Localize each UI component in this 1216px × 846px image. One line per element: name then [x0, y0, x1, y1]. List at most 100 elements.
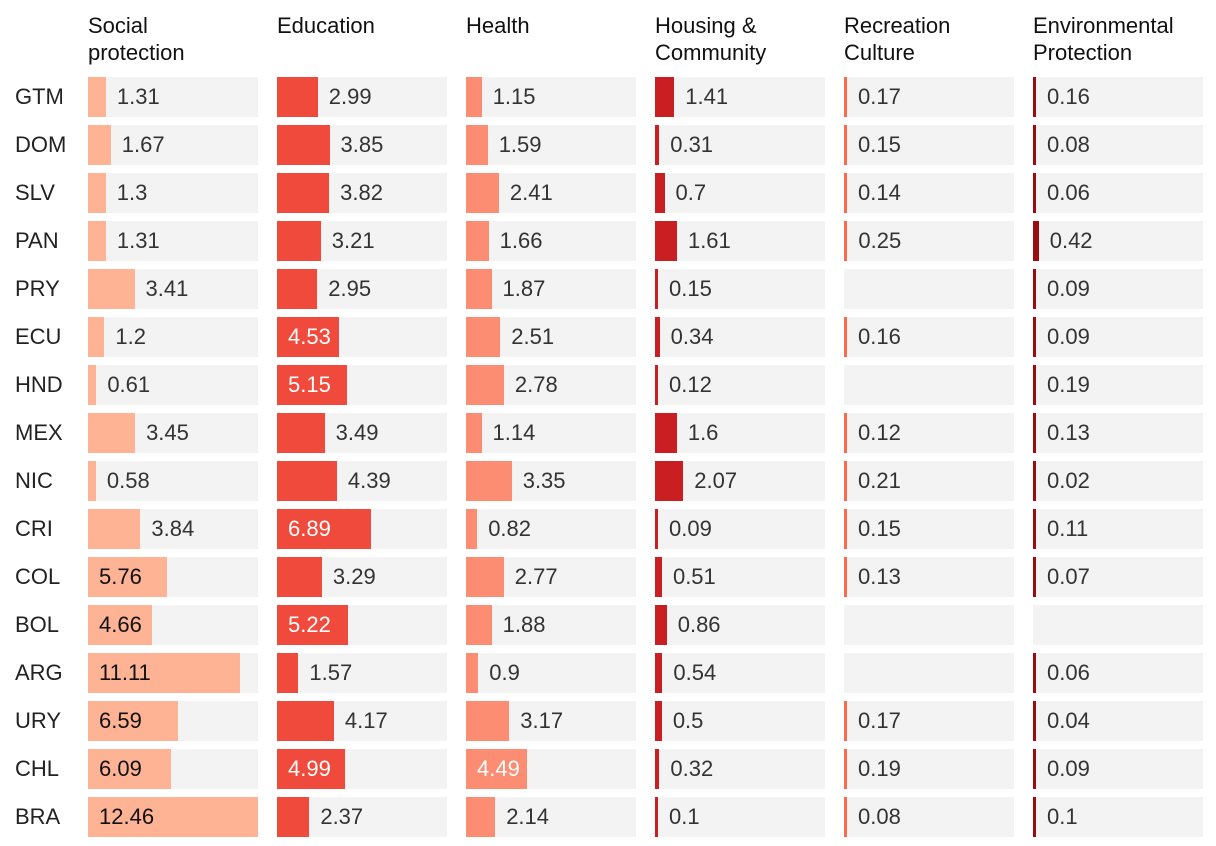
value-label: 0.58	[106, 468, 150, 493]
bar	[88, 797, 258, 837]
bar	[88, 365, 97, 405]
bar	[655, 173, 665, 213]
table-cell: 0.61	[88, 365, 258, 405]
bar	[844, 797, 847, 837]
value-label: 2.51	[511, 324, 555, 349]
table-cell: 0.9	[466, 653, 636, 693]
bar	[88, 317, 105, 357]
table-cell: 0.09	[1033, 749, 1203, 789]
value-label: 0.1	[669, 804, 700, 829]
bar	[466, 173, 499, 213]
bar	[88, 461, 96, 501]
table-cell: 6.89	[277, 509, 447, 549]
table-cell: 11.11	[88, 653, 258, 693]
table-cell: 2.51	[466, 317, 636, 357]
bar	[844, 125, 847, 165]
bar	[1033, 173, 1036, 213]
value-label: 0.17	[858, 708, 901, 733]
value-label: 0.15	[858, 132, 901, 157]
row-label: MEX	[15, 420, 63, 445]
bar	[277, 749, 346, 789]
value-label: 0.16	[1047, 84, 1090, 109]
bar	[1033, 317, 1036, 357]
table-cell: 0.1	[655, 797, 825, 837]
bar	[655, 557, 662, 597]
table-cell: 0.42	[1033, 221, 1203, 261]
table-cell: 0.15	[844, 509, 1014, 549]
table-cell: 1.87	[466, 269, 636, 309]
value-label: 0.19	[858, 756, 901, 781]
table-cell: 0.11	[1033, 509, 1203, 549]
value-label: 3.17	[520, 708, 564, 733]
value-label: 0.19	[1047, 372, 1090, 397]
bar	[844, 173, 847, 213]
table-cell	[844, 605, 1014, 645]
bar	[466, 77, 482, 117]
bar	[844, 413, 847, 453]
value-label: 0.1	[1047, 804, 1078, 829]
table-cell: 0.34	[655, 317, 825, 357]
value-label: 1.87	[502, 276, 546, 301]
value-label: 0.13	[1047, 420, 1090, 445]
table-cell: 2.78	[466, 365, 636, 405]
table-cell: 0.08	[1033, 125, 1203, 165]
bar	[466, 701, 510, 741]
value-label: 0.15	[858, 516, 901, 541]
table-cell: 0.16	[844, 317, 1014, 357]
bar	[88, 701, 178, 741]
table-cell: 4.17	[277, 701, 447, 741]
row-label: GTM	[15, 84, 64, 109]
bar	[1033, 749, 1036, 789]
table-cell: 0.09	[1033, 317, 1203, 357]
table-cell: 0.04	[1033, 701, 1203, 741]
table-cell: 4.53	[277, 317, 447, 357]
value-label: 2.78	[514, 372, 558, 397]
table-cell	[844, 653, 1014, 693]
bar	[88, 269, 135, 309]
table-cell: 3.82	[277, 173, 447, 213]
bar	[277, 653, 299, 693]
value-label: 2.77	[514, 564, 558, 589]
bar	[655, 701, 662, 741]
table-cell: 1.57	[277, 653, 447, 693]
bar	[466, 413, 482, 453]
bar	[844, 701, 847, 741]
table-cell: 1.41	[655, 77, 825, 117]
table-cell: 1.3	[88, 173, 258, 213]
bar	[655, 125, 660, 165]
bar	[466, 797, 496, 837]
table-cell: 6.09	[88, 749, 258, 789]
bar	[466, 365, 504, 405]
value-label: 0.31	[670, 132, 714, 157]
bar	[1033, 221, 1039, 261]
bar	[655, 797, 658, 837]
row-label: NIC	[15, 468, 53, 493]
value-label: 0.34	[670, 324, 714, 349]
value-label: 2.14	[506, 804, 550, 829]
bar	[844, 749, 847, 789]
column-header: Recreation Culture	[844, 13, 951, 65]
value-label: 1.66	[499, 228, 543, 253]
table-cell: 5.76	[88, 557, 258, 597]
table-cell: 0.13	[1033, 413, 1203, 453]
bar	[466, 125, 488, 165]
bar	[277, 77, 318, 117]
value-label: 3.35	[522, 468, 566, 493]
value-label: 2.37	[320, 804, 364, 829]
value-label: 0.04	[1047, 708, 1090, 733]
table-cell: 1.67	[88, 125, 258, 165]
bar	[466, 461, 512, 501]
row-label: HND	[15, 372, 63, 397]
table-cell: 0.06	[1033, 653, 1203, 693]
bar	[277, 797, 310, 837]
table-cell: 2.07	[655, 461, 825, 501]
bar	[466, 605, 492, 645]
table-cell: 0.13	[844, 557, 1014, 597]
row-label: BOL	[15, 612, 60, 637]
table-cell: 0.51	[655, 557, 825, 597]
value-label: 1.15	[492, 84, 536, 109]
bar	[277, 317, 339, 357]
row-label: CHL	[15, 756, 60, 781]
value-label: 0.06	[1047, 180, 1090, 205]
value-label: 12.46	[99, 804, 155, 829]
